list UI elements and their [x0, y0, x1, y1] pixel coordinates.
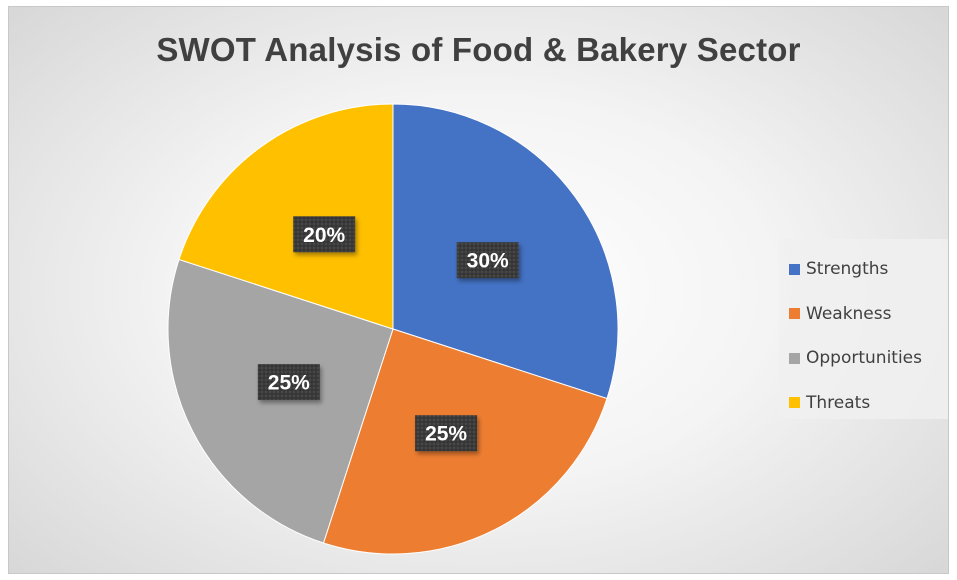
data-label-text: 30% [467, 250, 509, 273]
legend-swatch [789, 352, 800, 364]
data-label-text: 25% [425, 423, 467, 446]
pie-slice-threats [178, 103, 394, 330]
data-label-opportunities: 25% [257, 364, 320, 401]
chart-area: SWOT Analysis of Food & Bakery Sector 30… [8, 6, 949, 574]
data-label-text: 20% [303, 224, 345, 247]
legend-swatch [789, 397, 800, 409]
legend-label: Weakness [806, 303, 892, 324]
data-label-box [415, 415, 478, 452]
data-label-box [456, 242, 519, 279]
data-label-box [257, 364, 320, 401]
legend-item-threats: Threats [789, 381, 948, 426]
legend-label: Opportunities [806, 348, 922, 369]
legend-swatch [789, 263, 800, 275]
legend-item-weakness: Weakness [789, 292, 948, 337]
data-label-weakness: 25% [415, 415, 478, 452]
legend-swatch [789, 308, 800, 320]
data-label-text: 25% [268, 372, 310, 395]
data-label-threats: 20% [293, 216, 356, 253]
chart-title: SWOT Analysis of Food & Bakery Sector [156, 31, 801, 68]
legend-label: Strengths [806, 259, 889, 280]
chart-legend: Strengths Weakness Opportunities Threats [779, 239, 948, 419]
legend-item-strengths: Strengths [789, 247, 948, 292]
data-label-strengths: 30% [456, 242, 519, 279]
data-label-box [293, 216, 356, 253]
legend-item-opportunities: Opportunities [789, 336, 948, 381]
pie-chart: 30% 25% 25% 20% [167, 103, 619, 555]
pie-slice-opportunities [167, 258, 394, 544]
legend-label: Threats [806, 392, 871, 413]
